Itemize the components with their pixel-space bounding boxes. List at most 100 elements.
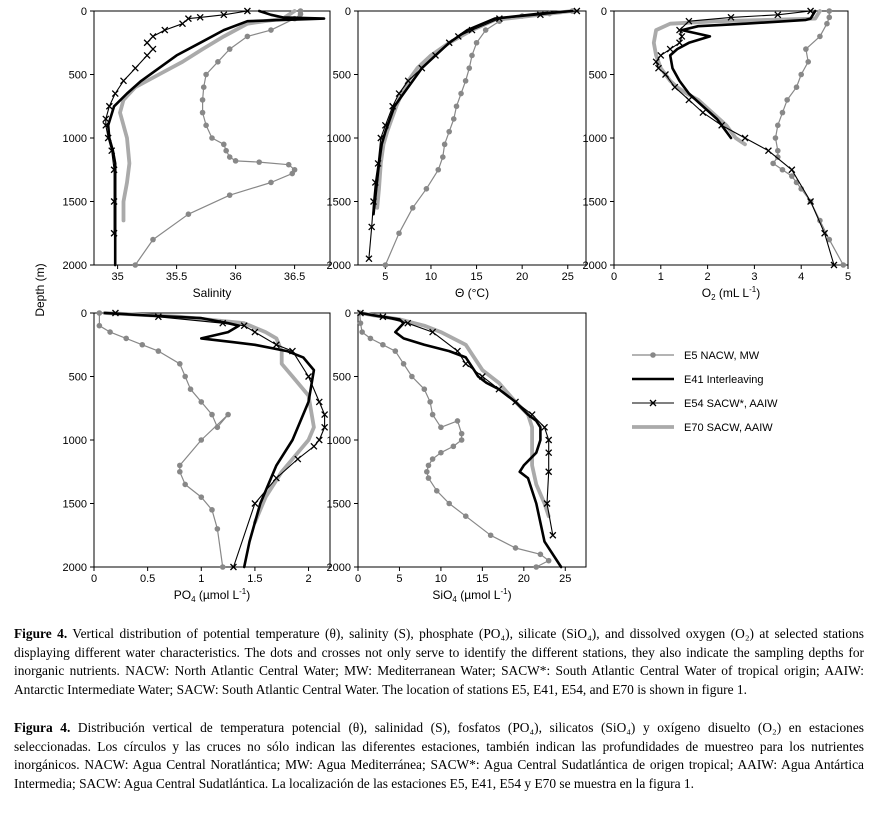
x-axis-title: Salinity [193, 286, 232, 300]
x-tick-label: 25 [559, 573, 571, 585]
x-axis-title-part: O [702, 286, 711, 300]
data-point-E5 [380, 341, 386, 348]
series-line-E5 [134, 10, 302, 266]
caption-english-label: Figure 4. [14, 626, 68, 641]
data-point-E5 [392, 348, 399, 354]
data-point-E54 [120, 77, 127, 85]
data-point-E5 [96, 310, 103, 316]
y-tick-label: 0 [81, 6, 87, 18]
data-point-E5 [435, 166, 442, 173]
data-point-E5 [466, 65, 473, 71]
series-line-E41 [103, 311, 316, 569]
x-tick-label: 35 [111, 271, 123, 283]
series-line-E70 [102, 311, 316, 525]
legend-marker [649, 399, 657, 407]
data-point-E54 [294, 455, 302, 463]
x-axis-title-part: -1 [500, 587, 508, 596]
data-point-E5 [219, 564, 226, 570]
data-point-E5 [268, 179, 274, 186]
data-point-E54 [131, 64, 139, 72]
data-point-E54 [102, 115, 110, 123]
data-point-E54 [315, 436, 323, 444]
data-point-E54 [272, 341, 280, 349]
x-tick-label: 20 [518, 573, 530, 585]
data-point-E54 [111, 90, 119, 98]
data-point-E54 [676, 26, 683, 34]
data-point-E5 [779, 109, 786, 116]
data-point-E54 [404, 319, 412, 327]
data-point-E5 [200, 84, 207, 90]
data-point-E5 [840, 262, 847, 268]
series-group [96, 309, 329, 571]
data-point-E5 [798, 71, 804, 78]
data-point-E5 [221, 141, 227, 148]
data-point-E54 [229, 563, 237, 571]
x-axis-title-part: ) [246, 588, 250, 602]
data-point-E5 [150, 236, 156, 243]
x-tick-label: 0.5 [140, 573, 155, 585]
data-point-E5 [469, 52, 475, 59]
x-axis-title: PO4​ (µmol L-1​) [174, 587, 251, 604]
y-tick-label: 0 [601, 6, 607, 18]
data-point-E5 [826, 14, 833, 21]
y-tick-label: 0 [345, 308, 351, 320]
data-point-E5 [512, 545, 519, 551]
series-line-E5 [359, 312, 550, 568]
x-tick-label: 0 [91, 573, 97, 585]
data-point-E5 [198, 437, 205, 443]
x-axis-title-part: PO [174, 588, 191, 602]
data-point-E5 [198, 494, 205, 500]
data-point-E54 [161, 26, 169, 34]
x-tick-label: 2 [305, 573, 311, 585]
data-point-E54 [685, 96, 693, 104]
data-point-E5 [429, 411, 436, 418]
y-tick-label: 500 [333, 70, 351, 82]
data-point-E5 [450, 116, 457, 122]
data-point-E54 [821, 229, 829, 237]
data-point-E5 [805, 59, 812, 65]
data-point-E5 [533, 564, 540, 570]
data-point-E54 [243, 7, 251, 15]
plot-frame [93, 312, 331, 568]
data-point-E54 [105, 102, 113, 110]
data-point-E5 [396, 230, 402, 237]
data-point-E54 [549, 531, 557, 539]
data-point-E5 [482, 27, 489, 33]
x-axis-title-part: 4 [191, 595, 196, 604]
y-tick-label: 2000 [63, 562, 87, 574]
data-point-E54 [321, 423, 329, 431]
x-tick-label: 1.5 [247, 573, 262, 585]
data-point-E5 [203, 122, 209, 129]
data-point-E5 [209, 411, 215, 418]
y-tick-label: 500 [69, 372, 87, 384]
x-axis-title-part: -1 [239, 587, 247, 596]
data-point-E5 [425, 475, 432, 481]
y-tick-label: 1500 [327, 499, 351, 511]
data-point-E5 [458, 90, 464, 97]
x-axis-title-part: SiO [432, 588, 452, 602]
series-group [102, 7, 326, 268]
legend-marker [650, 352, 656, 358]
data-point-E5 [421, 386, 428, 393]
legend-label: E5 NACW, MW [684, 350, 760, 362]
data-point-E5 [775, 154, 781, 160]
x-tick-label: 5 [396, 573, 402, 585]
series-line-E70 [375, 9, 575, 210]
panel-oxygen: 0 1 2 3 4 5 0 500 1000 1500 2000 O2​ (mL L-1​) [583, 6, 852, 302]
data-point-E5 [132, 262, 139, 268]
data-point-E5 [367, 335, 374, 342]
data-point-E5 [232, 158, 239, 164]
y-tick-label: 2000 [327, 260, 351, 272]
x-axis-title: O2​ (mL L-1​) [702, 285, 760, 302]
data-point-E5 [793, 84, 800, 90]
data-point-E5 [450, 443, 457, 450]
series-line-E5 [98, 312, 229, 568]
data-point-E54 [545, 468, 553, 476]
data-point-E5 [429, 456, 436, 462]
series-group [651, 7, 847, 269]
x-axis-title-part: ) [508, 588, 512, 602]
data-point-E54 [685, 17, 693, 25]
y-tick-label: 500 [589, 70, 607, 82]
legend-label: E54 SACW*, AAIW [684, 398, 778, 410]
data-point-E54 [741, 134, 749, 142]
